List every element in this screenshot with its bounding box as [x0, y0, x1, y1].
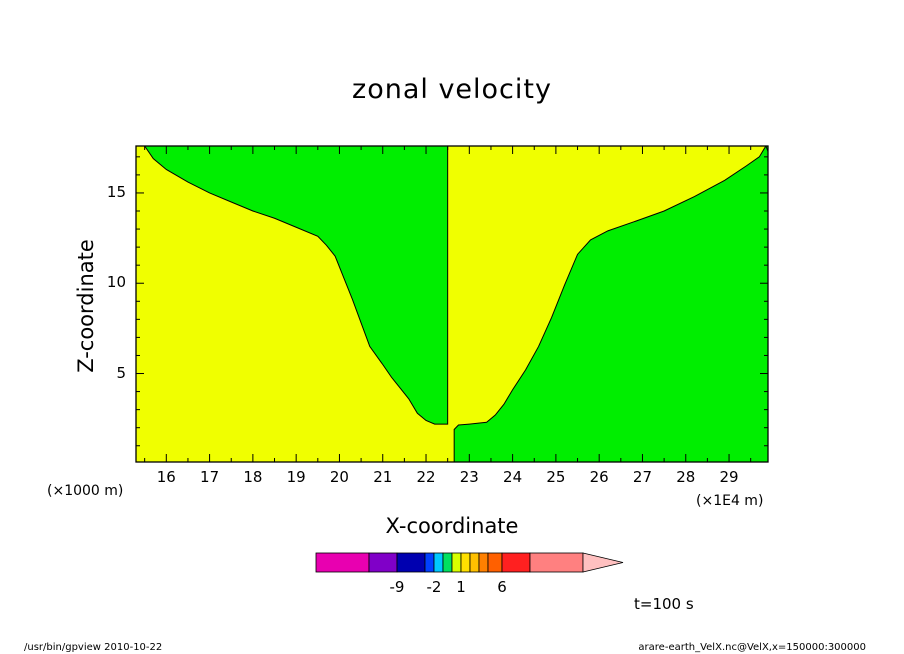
x-tick-label: 18 [243, 468, 263, 486]
footer-left: /usr/bin/gpview 2010-10-22 [24, 642, 163, 653]
colorbar-cell [315, 552, 370, 573]
chart-title: zonal velocity [352, 74, 552, 105]
colorbar-cell [460, 552, 471, 573]
colorbar-cell [469, 552, 480, 573]
x-tick-label: 20 [329, 468, 349, 486]
colorbar-arrow [582, 552, 624, 573]
colorbar-cell [424, 552, 435, 573]
colorbar-tick-label: -2 [426, 578, 442, 596]
y-tick-label: 15 [106, 182, 126, 201]
x-tick-label: 26 [589, 468, 609, 486]
x-tick-label: 27 [632, 468, 652, 486]
colorbar-cell [487, 552, 503, 573]
x-tick-label: 19 [286, 468, 306, 486]
colorbar-cell [501, 552, 531, 573]
colorbar-cell [368, 552, 398, 573]
colorbar-tick-label: 1 [456, 578, 466, 596]
colorbar-tick-label: 6 [497, 578, 507, 596]
colorbar-cell [442, 552, 453, 573]
colorbar-cell [433, 552, 444, 573]
x-tick-label: 23 [459, 468, 479, 486]
zero-contour-right [453, 145, 767, 462]
colorbar-cell [529, 552, 584, 573]
y-tick-label: 5 [116, 363, 126, 382]
colorbar-cell [451, 552, 462, 573]
footer-right: arare-earth_VelX.nc@VelX,x=150000:300000 [638, 642, 866, 653]
y-axis-label: Z-coordinate [74, 239, 98, 373]
plot-frame [135, 145, 769, 463]
x-tick-label: 17 [200, 468, 220, 486]
x-tick-label: 16 [156, 468, 176, 486]
x-axis-unit: (×1E4 m) [696, 493, 764, 509]
y-tick-label: 10 [106, 273, 126, 292]
zero-contour-left [144, 145, 449, 425]
x-tick-label: 25 [546, 468, 566, 486]
x-tick-label: 28 [676, 468, 696, 486]
x-tick-label: 24 [503, 468, 523, 486]
x-tick-label: 21 [373, 468, 393, 486]
negative-region-left [136, 146, 448, 425]
colorbar-cell [478, 552, 489, 573]
time-label: t=100 s [634, 595, 694, 613]
x-axis-label: X-coordinate [385, 514, 519, 538]
negative-region-right [454, 146, 768, 462]
x-tick-label: 29 [719, 468, 739, 486]
y-axis-unit: (×1000 m) [47, 483, 124, 499]
x-tick-label: 22 [416, 468, 436, 486]
colorbar-cell [396, 552, 426, 573]
colorbar-tick-label: -9 [389, 578, 405, 596]
